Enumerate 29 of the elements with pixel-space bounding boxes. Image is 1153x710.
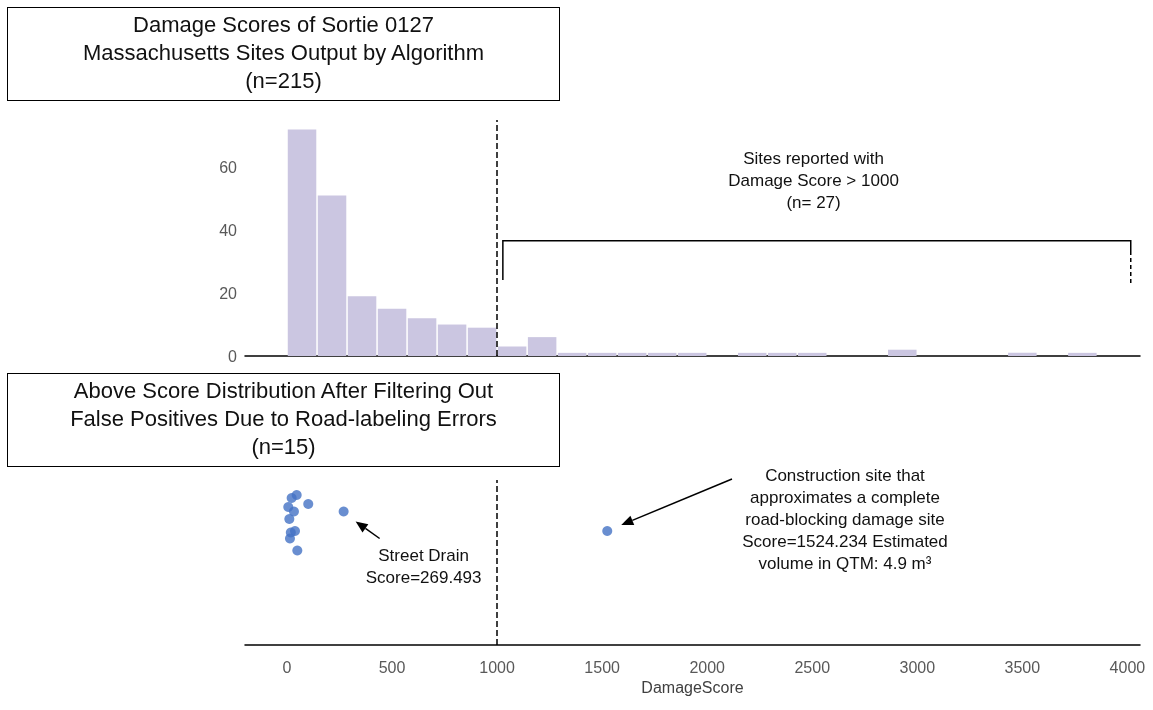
point [292,545,303,556]
y-tick-label: 20 [219,284,238,302]
point [303,499,314,509]
point [284,514,295,524]
point [338,506,349,517]
x-tick-label: 2000 [689,658,726,676]
point [288,506,299,517]
x-tick-label: 1000 [479,658,516,676]
annotation: Sites reported with Damage Score > 1000 (n= 27) [727,148,900,214]
x-tick-label: 0 [282,658,292,676]
x-tick-label: 3500 [1004,658,1041,676]
annotation: Construction site that approximates a complete road-blocking damage site Score=1524.234 Estimated volume in QTM: 4.9 m³ [741,465,949,575]
x-tick-label: 4000 [1109,658,1146,676]
point [284,533,295,544]
y-tick-label: 60 [219,158,238,176]
x-tick-label: 500 [378,658,406,676]
x-tick-label: 2500 [794,658,831,676]
x-tick-label: 3000 [899,658,936,676]
chart-subtitle: (n=15) [250,433,317,461]
point [286,493,297,503]
y-tick-label: 0 [228,347,238,365]
x-axis-title: DamageScore [641,678,744,696]
point [602,526,613,536]
x-tick-label: 1500 [584,658,621,676]
chart-title: Above Score Distribution After Filtering Out False Positives Due to Road-labeling Errors [69,377,498,433]
chart-subtitle: (n=215) [244,67,323,95]
y-tick-label: 40 [219,221,238,239]
annotation: Street Drain Score=269.493 [364,544,483,589]
chart-title: Damage Scores of Sortie 0127 Massachusetts Sites Output by Algorithm [81,11,486,67]
